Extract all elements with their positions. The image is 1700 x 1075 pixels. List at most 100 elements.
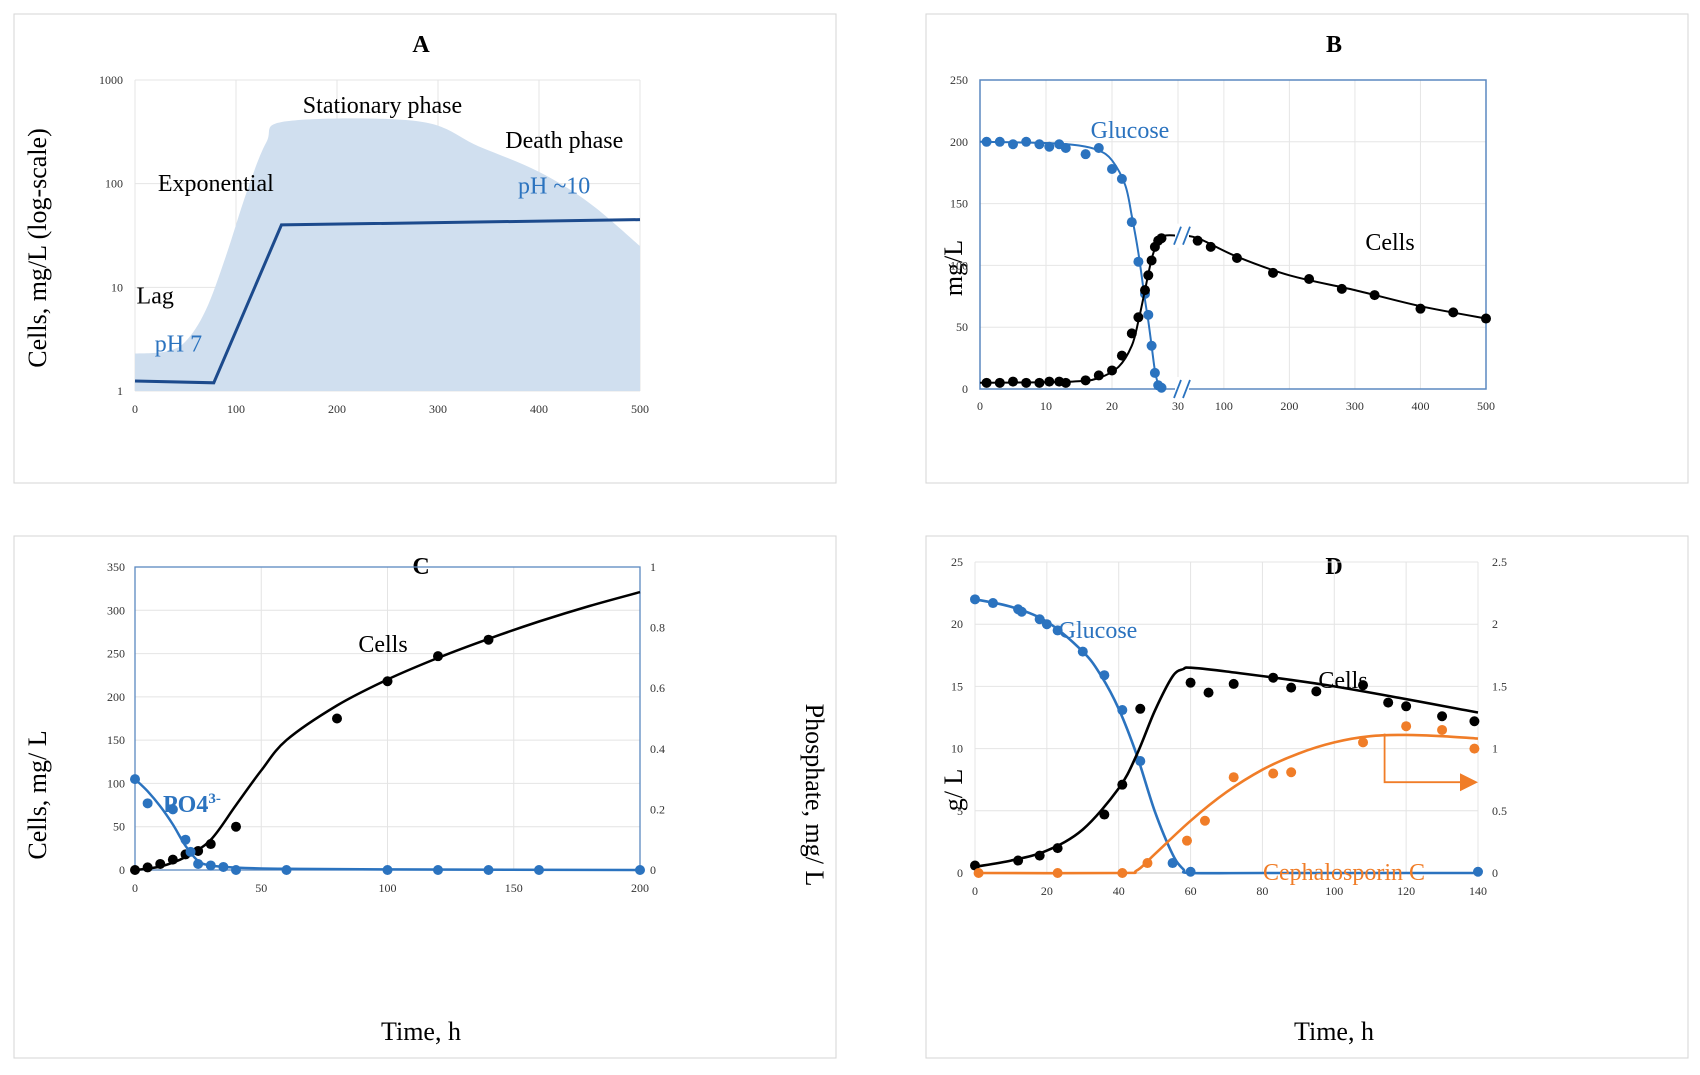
panel-c-po4-3-point — [231, 865, 241, 875]
panel-d-x-axis-label: Time, h — [1294, 1017, 1374, 1046]
panel-c-po4-3-point — [167, 804, 178, 815]
panel-d-cells-point — [1228, 678, 1239, 689]
panel-a-y-tick-label: 1000 — [99, 73, 123, 87]
panel-a-x-tick-label: 500 — [631, 402, 649, 416]
panel-a-annotations: Stationary phase Death phase Exponential pH… — [137, 93, 624, 358]
panel-d-cephalosporin-c-point — [1268, 768, 1279, 779]
panel-c-po4-3-point — [205, 860, 216, 871]
panel-d-plot-area — [970, 594, 1483, 878]
panel-d-cells-point — [1135, 703, 1146, 714]
panel-b-glucose-point — [994, 136, 1005, 147]
panel-c-x-tick-label: 100 — [379, 881, 397, 895]
panel-d-cephalosporin-c-point — [1469, 743, 1480, 754]
panel-b-glucose-point — [1143, 309, 1154, 320]
panel-b-glucose-point — [1080, 149, 1091, 160]
panel-b-cells-point — [1080, 375, 1091, 386]
panel-d-frame — [925, 535, 1689, 1059]
panel-a-y-tick-label: 1 — [117, 384, 123, 398]
panel-d-glucose-point — [1167, 858, 1178, 869]
panel-d-y-tick-label: 10 — [951, 742, 963, 756]
panel-d-glucose-point — [1016, 606, 1027, 617]
panel-d-right-axis-arrow — [1383, 733, 1462, 784]
panel-d-cells-point — [1437, 711, 1448, 722]
panel-c-y-tick-label: 350 — [107, 560, 125, 574]
panel-d-cephalosporin-c-point — [1142, 858, 1153, 869]
panel-c-x-tick-label: 0 — [132, 881, 138, 895]
panel-d-cephalosporin-c-point — [1181, 835, 1192, 846]
panel-c-y2-tick-label: 0.6 — [650, 681, 665, 695]
panel-c-cells-point — [433, 651, 443, 662]
panel-b-x-tick-label: 400 — [1411, 399, 1429, 413]
panel-b-y-axis-label: mg/L — [939, 240, 968, 296]
panel-b-cells-point — [1481, 313, 1491, 324]
panel-d-cephalosporin-c-point — [1052, 868, 1063, 878]
panel-b-x-tick-label: 300 — [1346, 399, 1364, 413]
panel-d-cells-point — [1185, 677, 1196, 688]
panel-c-cells-point — [205, 839, 216, 850]
panel-d-cells-point — [970, 860, 980, 871]
panel-d-cells-point — [1401, 701, 1412, 712]
panel-b-cells-label: Cells — [1365, 230, 1414, 256]
panel-d-glucose-point — [1052, 625, 1063, 636]
panel-b-axis-break-mask-top — [1175, 223, 1189, 248]
panel-d-x-tick-label: 140 — [1469, 884, 1487, 898]
panel-a-x-tick-label: 200 — [328, 402, 346, 416]
panel-b-cells-point — [1060, 377, 1071, 388]
panel-d-y2-tick-label: 2.5 — [1492, 555, 1507, 569]
panel-d-cells-point — [1311, 686, 1322, 697]
panel-d-glucose-fit-line — [974, 598, 1478, 875]
panel-d-glucose-point — [987, 598, 998, 609]
panel-c-y-tick-label: 50 — [113, 820, 125, 834]
panel-b-glucose-point — [1044, 141, 1055, 152]
panel-d-x-tick-label: 20 — [1041, 884, 1053, 898]
panel-b-cells-point — [1156, 233, 1167, 244]
panel-d-y-axis-label: g/ L — [939, 769, 968, 812]
panel-d-cephalosporin-c-point — [1228, 772, 1239, 783]
panel-c-x-tick-label: 50 — [255, 881, 267, 895]
panel-d-y-tick-label: 15 — [951, 679, 963, 693]
panel-b-cells-point — [1336, 283, 1347, 294]
panel-b-cells-point — [1205, 241, 1216, 252]
panel-b-x-tick-label: 500 — [1477, 399, 1495, 413]
panel-b-x-tick-label: 30 — [1172, 399, 1184, 413]
panel-d-y2-tick-label: 1 — [1492, 742, 1498, 756]
panel-d-glucose-point — [1473, 866, 1483, 877]
panel-d-cephalosporin-c-fit-line — [974, 733, 1479, 875]
panel-d-cephalosporin-label: Cephalosporin C — [1263, 860, 1425, 886]
panel-c-frame — [13, 535, 837, 1059]
panel-c-po4-3-point — [185, 846, 196, 857]
panel-b: B mg/L 0 50 100 150 200 250 0 10 20 30 100 200 300 40… — [925, 13, 1689, 484]
panel-d-glucose-point — [970, 594, 980, 605]
panel-d-x-tick-label: 100 — [1325, 884, 1343, 898]
panel-c-y2-tick-label: 0.2 — [650, 802, 665, 816]
panel-d-cephalosporin-c-point — [1199, 815, 1210, 826]
panel-b-cells-point — [1231, 252, 1242, 263]
panel-b-x-tick-label: 0 — [977, 399, 983, 413]
panel-a-annotation-ph-7: pH 7 — [155, 332, 202, 358]
panel-a-plot-area — [134, 118, 641, 392]
panel-d-x-tick-label: 80 — [1256, 884, 1268, 898]
panel-a-frame — [13, 13, 837, 484]
panel-c-y-tick-label: 150 — [107, 733, 125, 747]
panel-b-glucose-point — [1126, 217, 1137, 228]
panel-c-y-tick-label: 300 — [107, 603, 125, 617]
panel-d-y2-tick-label: 2 — [1492, 617, 1498, 631]
panel-b-axis-break-mark — [1173, 226, 1182, 246]
panel-b-y-tick-label: 0 — [962, 382, 968, 396]
panel-b-glucose-point — [1116, 173, 1127, 184]
panel-b-glucose-point — [1093, 142, 1104, 153]
panel-a-tick-labels: 0 100 200 300 400 500 1 10 100 1000 — [99, 73, 649, 416]
panel-a: A Cells, mg/L (log-scale) 0 100 200 300 400 5… — [13, 13, 837, 484]
panel-b-glucose-point — [981, 136, 992, 147]
panel-d-x-tick-label: 60 — [1185, 884, 1197, 898]
panel-b-glucose-point — [1034, 139, 1045, 150]
panel-b-x-tick-label: 10 — [1040, 399, 1052, 413]
panel-c-y-tick-label: 100 — [107, 776, 125, 790]
panel-d-glucose-point — [1041, 619, 1052, 630]
panel-b-x-tick-label: 20 — [1106, 399, 1118, 413]
panel-b-axis-break-mark — [1173, 379, 1182, 399]
panel-a-annotation-exponential: Exponential — [158, 171, 274, 197]
panel-c-po4-3-point — [635, 865, 645, 875]
panel-d-y2-tick-label: 0.5 — [1492, 804, 1507, 818]
